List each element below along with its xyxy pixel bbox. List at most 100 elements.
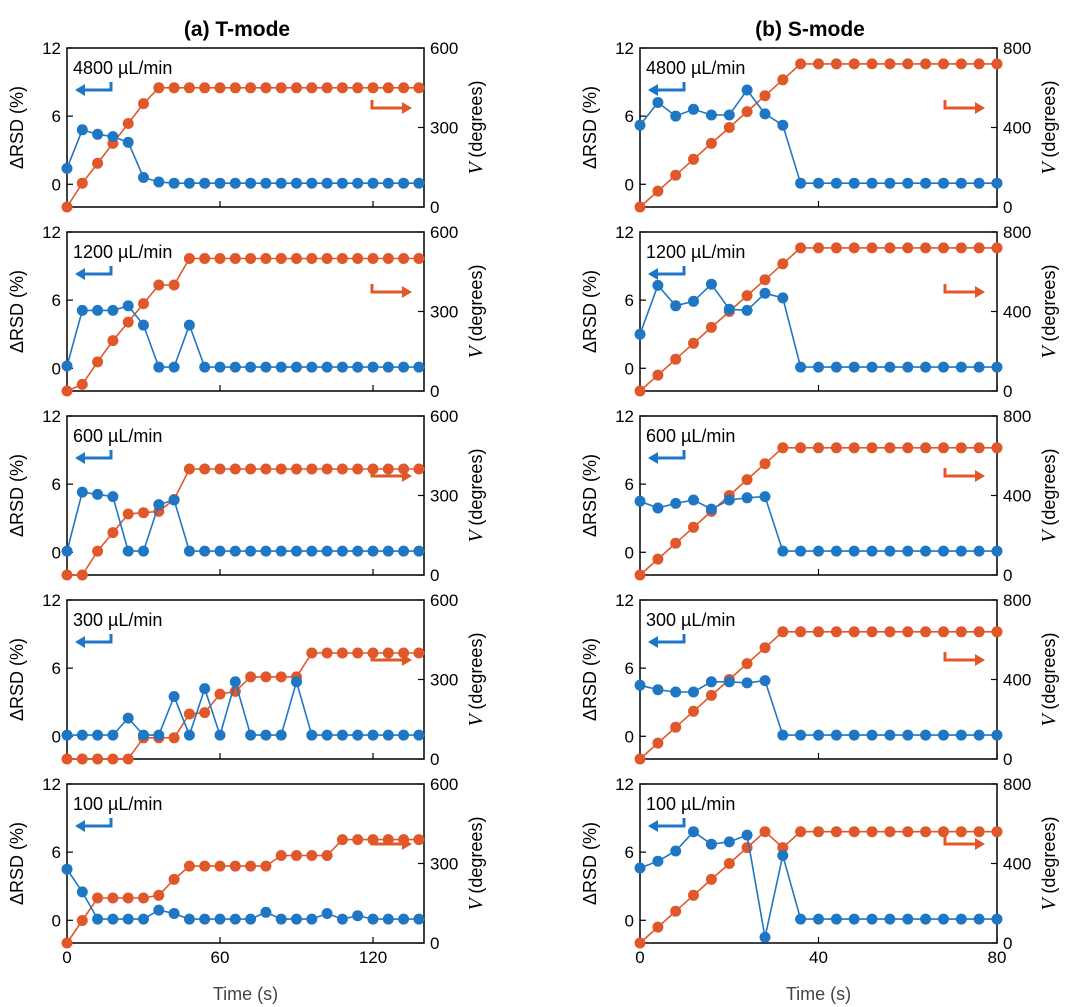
v-point [260,82,272,94]
rsd-point [634,119,646,131]
rsd-point [306,361,318,373]
rsd-point [634,679,646,691]
left-y-tick-label: 12 [42,775,61,794]
v-point [920,58,932,70]
v-point [920,626,932,638]
rsd-point [336,913,348,925]
rsd-point [670,686,682,698]
left-axis-arrow [77,266,113,276]
x-tick-label: 0 [62,948,71,967]
left-axis-arrow [77,82,113,92]
left-axis-arrow [77,450,113,460]
rsd-point [336,729,348,741]
rsd-point [723,836,735,848]
v-point [813,442,824,454]
rsd-point [413,361,425,373]
v-point [367,834,379,846]
rsd-point [688,103,699,115]
x-tick-label: 60 [211,948,230,967]
v-point [183,860,195,872]
rsd-point [902,545,914,557]
rsd-point [741,829,753,841]
v-point [777,842,789,854]
rsd-point [352,361,364,373]
rsd-point [830,913,842,925]
v-point [777,258,789,270]
rsd-point [138,319,149,331]
rsd-point [367,913,379,925]
rsd-point [413,177,425,189]
v-point [321,253,333,264]
right-y-tick-label: 0 [1003,750,1012,769]
left-y-tick-label: 0 [625,175,634,194]
v-point [920,826,932,838]
v-point [260,860,272,872]
v-point [352,82,364,94]
rsd-series-line [66,868,419,920]
v-point [122,316,134,328]
right-y-tick-label: 300 [430,671,458,690]
v-point [367,253,379,264]
rsd-point [991,361,1003,373]
rsd-point [367,545,379,557]
rsd-point [76,304,88,316]
left-y-axis-label: ΔRSD (%) [580,822,600,905]
v-point [199,253,211,264]
v-point [291,463,302,475]
rsd-series-line [66,128,419,184]
v-point [398,82,410,94]
rsd-point [214,177,226,189]
v-point [245,253,257,264]
rsd-point [76,729,88,741]
rsd-point [168,177,180,189]
v-point [168,279,180,291]
right-y-tick-label: 800 [1003,775,1031,794]
rsd-point [92,304,104,316]
rsd-point [336,545,348,557]
rsd-point [122,545,134,557]
left-axis-arrow-head [648,820,658,832]
right-axis-arrow [943,468,977,478]
panel-1-0: 0 6 12 0 400 800 ΔRSD (%) V (degrees) 4800 µL/mi… [580,39,1060,217]
left-y-tick-label: 12 [615,223,634,242]
v-point [336,253,348,264]
v-point [413,647,425,659]
rsd-point [413,729,425,741]
rsd-point [955,545,967,557]
v-point [199,463,211,475]
right-y-tick-label: 300 [430,119,458,138]
rsd-point [634,862,646,874]
left-y-axis-label: ΔRSD (%) [580,270,600,353]
rsd-point [652,855,664,867]
rsd-point [275,545,287,557]
panel-1-2: 0 6 12 0 400 800 ΔRSD (%) V (degrees) 600 µL/min [580,407,1060,585]
rsd-point [306,729,318,741]
left-axis-arrow [650,818,686,828]
rsd-point [866,729,878,741]
rsd-point [61,162,73,174]
v-point [973,442,985,454]
v-point [214,860,226,872]
rsd-point [153,729,165,741]
v-point [61,569,73,581]
panel-1-1: 0 6 12 0 400 800 ΔRSD (%) V (degrees) 1200 µL/mi… [580,223,1060,401]
v-point [848,442,860,454]
right-y-tick-label: 300 [430,487,458,506]
rsd-point [688,295,699,307]
v-point [92,157,104,169]
right-y-axis-label: V (degrees) [465,633,487,727]
left-axis-arrow-head [75,452,85,464]
v-point [902,58,914,70]
v-point [884,826,896,838]
rsd-point [122,913,134,925]
v-point [92,892,104,904]
rsd-point [398,729,410,741]
left-axis-arrow [650,82,686,92]
rsd-point [183,545,195,557]
v-point [138,298,149,310]
rsd-point [92,488,104,500]
v-point [652,185,664,197]
v-point [777,626,789,638]
left-y-tick-label: 12 [615,591,634,610]
rsd-point [848,545,860,557]
